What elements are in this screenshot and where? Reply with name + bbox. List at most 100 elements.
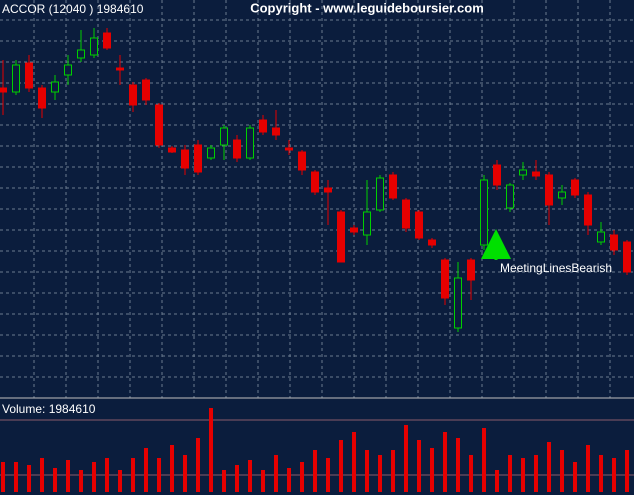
- candle-body: [38, 87, 46, 109]
- volume-bar: [339, 440, 343, 492]
- annotation: MeetingLinesBearish: [500, 261, 612, 275]
- candle-body: [480, 179, 488, 246]
- candle-body: [64, 64, 72, 76]
- volume-bar: [235, 465, 239, 492]
- candle-body: [220, 127, 228, 146]
- volume-bar: [391, 450, 395, 492]
- candle-body: [246, 127, 254, 159]
- volume-bar: [183, 455, 187, 492]
- candle-body: [12, 64, 20, 93]
- candle-body: [519, 169, 527, 176]
- candle-body: [389, 174, 397, 199]
- volume-bar: [287, 468, 291, 492]
- volume-bar: [248, 460, 252, 492]
- candle-body: [77, 49, 85, 59]
- candle-body: [181, 149, 189, 169]
- volume-bar: [404, 425, 408, 492]
- candle-body: [194, 144, 202, 173]
- volume-bar: [573, 462, 577, 492]
- volume-bar: [40, 458, 44, 492]
- candle-body: [311, 171, 319, 193]
- candle-body: [571, 179, 579, 196]
- volume-bar: [586, 445, 590, 492]
- candle-body: [168, 147, 176, 153]
- volume-bar: [131, 458, 135, 492]
- candle-body: [51, 81, 59, 93]
- volume-bar: [157, 458, 161, 492]
- copyright: Copyright - www.leguideboursier.com: [250, 0, 484, 15]
- grid: [0, 0, 634, 398]
- volume-bar: [495, 470, 499, 492]
- volume-bar: [456, 438, 460, 492]
- candle-body: [532, 171, 540, 177]
- volume-bar: [170, 445, 174, 492]
- volume-bar: [313, 450, 317, 492]
- chart-title: ACCOR (12040 ) 1984610: [2, 2, 144, 16]
- volume-bar: [560, 450, 564, 492]
- volume-label: Volume: 1984610: [2, 402, 96, 416]
- volume-bar: [469, 455, 473, 492]
- volume-bar: [105, 458, 109, 492]
- candle-body: [428, 239, 436, 246]
- candle-body: [350, 227, 358, 233]
- candle-body: [441, 259, 449, 299]
- volume-bar: [144, 448, 148, 492]
- candle-body: [610, 234, 618, 251]
- volume-bar: [222, 470, 226, 492]
- candle-body: [116, 67, 124, 71]
- candle-body: [376, 177, 384, 211]
- volume-bar: [274, 455, 278, 492]
- volume-bar: [118, 470, 122, 492]
- volume-bar: [482, 428, 486, 492]
- volume-bar: [196, 438, 200, 492]
- candle-body: [129, 84, 137, 106]
- volume-bar: [27, 465, 31, 492]
- candle-body: [545, 174, 553, 206]
- candle-body: [233, 139, 241, 159]
- candle-body: [207, 147, 215, 159]
- volume-bar: [326, 458, 330, 492]
- candle-body: [363, 211, 371, 236]
- candle-body: [272, 127, 280, 136]
- volume-bar: [92, 462, 96, 492]
- volume-bar: [378, 455, 382, 492]
- volume-bar: [417, 440, 421, 492]
- volume-bar: [534, 455, 538, 492]
- volume-bar: [53, 468, 57, 492]
- candle-body: [90, 37, 98, 56]
- volume-bar: [1, 462, 5, 492]
- volume-bar: [443, 432, 447, 492]
- candle-body: [454, 277, 462, 329]
- candle-body: [103, 32, 111, 49]
- candle-body: [467, 259, 475, 281]
- candle-body: [259, 119, 267, 133]
- candle-body: [506, 184, 514, 209]
- candle-body: [0, 87, 7, 93]
- volume-bar: [209, 408, 213, 492]
- candle-body: [623, 241, 631, 273]
- volume-bar: [612, 458, 616, 492]
- candle-body: [402, 199, 410, 229]
- volume-bar: [508, 455, 512, 492]
- candle-body: [493, 164, 501, 186]
- candle-body: [298, 151, 306, 171]
- candle-body: [597, 231, 605, 243]
- candle-body: [324, 187, 332, 193]
- volume-bar: [261, 470, 265, 492]
- candle-body: [337, 211, 345, 263]
- candle-body: [584, 194, 592, 226]
- candle-body: [558, 191, 566, 199]
- volume-bar: [300, 462, 304, 492]
- volume-bar: [352, 432, 356, 492]
- volume-bar: [365, 450, 369, 492]
- volume-bar: [430, 448, 434, 492]
- volume-bar: [79, 470, 83, 492]
- volume-bar: [14, 462, 18, 492]
- candle-body: [285, 147, 293, 151]
- candle-body: [415, 211, 423, 239]
- volume-bar: [521, 458, 525, 492]
- volume-bar: [625, 450, 629, 492]
- candle-body: [142, 79, 150, 101]
- candle-body: [25, 62, 33, 89]
